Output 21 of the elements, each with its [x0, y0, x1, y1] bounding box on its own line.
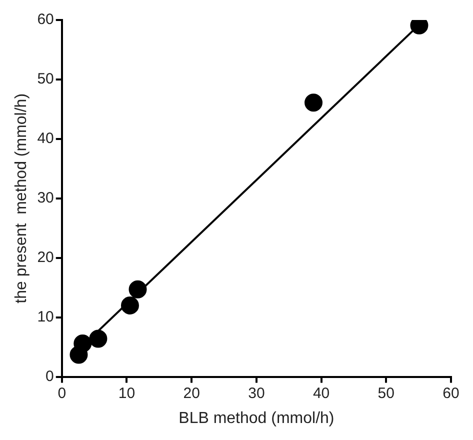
x-tick-label: 20 — [183, 384, 200, 402]
y-tick-label: 50 — [37, 70, 54, 88]
x-tick-label: 40 — [312, 384, 330, 402]
point — [120, 296, 139, 314]
point — [74, 334, 92, 352]
x-tick-label: 50 — [378, 384, 394, 402]
y-axis-title: the present method (mmol/h) — [13, 93, 30, 304]
point — [89, 330, 108, 348]
y-tick-label: 10 — [37, 308, 54, 326]
x-tick-label: 0 — [58, 384, 66, 402]
point — [128, 280, 147, 298]
y-tick-label: 40 — [37, 130, 54, 148]
y-tick-label: 20 — [37, 249, 54, 266]
y-tick-label: 60 — [37, 11, 54, 28]
x-axis-title: BLB method (mmol/h) — [178, 410, 334, 427]
x-tick-label: 30 — [248, 384, 265, 402]
y-tick-label: 30 — [37, 190, 54, 207]
point — [304, 94, 323, 112]
x-tick-label: 60 — [442, 384, 460, 402]
y-tick-label: 0 — [46, 368, 54, 385]
x-tick-label: 10 — [118, 384, 136, 402]
